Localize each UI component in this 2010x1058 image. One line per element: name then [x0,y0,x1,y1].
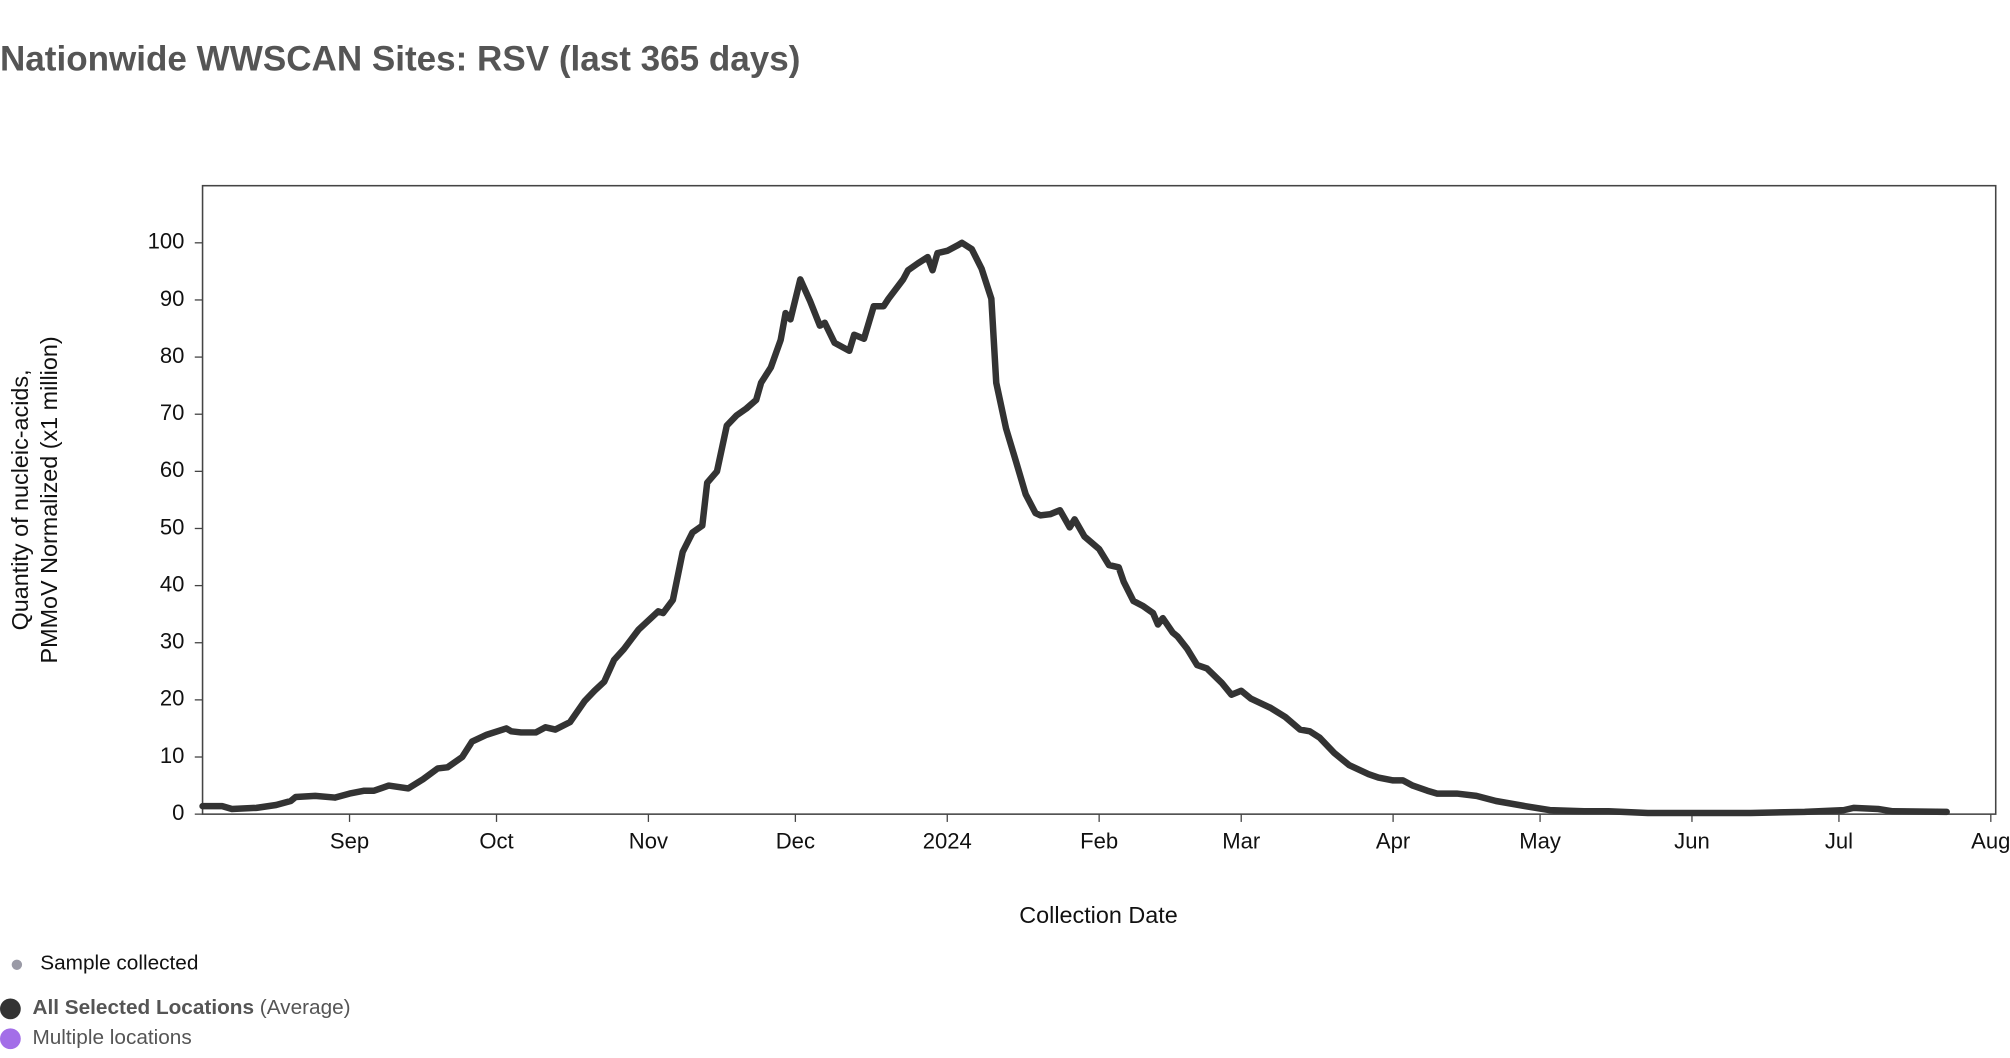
y-tick-label: 80 [160,343,185,368]
y-tick-label: 10 [160,743,185,768]
legend-marker [11,959,23,970]
x-tick-label: Nov [629,829,668,854]
x-tick-label: Jun [1674,829,1710,854]
legend-label: Multiple locations [32,1026,191,1049]
legend-marker [0,1028,21,1050]
y-tick-label: 40 [160,571,185,596]
legend-label: All Selected Locations (Average) [32,996,350,1019]
legend-name: Multiple locations [32,1026,191,1049]
x-tick-label: Sep [330,829,369,854]
x-tick-label: Dec [776,829,815,854]
legend-label: Sample collected [40,952,198,975]
y-axis-title: Quantity of nucleic-acids, [7,369,33,630]
legend-name: All Selected Locations [32,996,254,1019]
x-tick-label: Feb [1080,829,1118,854]
chart-title: Nationwide WWSCAN Sites: RSV (last 365 d… [0,39,800,78]
y-tick-label: 60 [160,457,185,482]
legend-marker [0,998,21,1020]
x-tick-label: May [1519,829,1561,854]
legend-suffix: (Average) [260,996,351,1019]
y-tick-label: 50 [160,514,185,539]
y-axis-title: PMMoV Normalized (x1 million) [36,336,62,663]
x-tick-label: Apr [1376,829,1410,854]
x-axis-title: Collection Date [1019,902,1177,928]
y-tick-label: 100 [148,229,185,254]
x-tick-label: Aug [1971,829,2010,854]
line-series [199,239,1950,817]
y-tick-label: 70 [160,400,185,425]
y-tick-label: 20 [160,686,185,711]
y-tick-label: 30 [160,629,185,654]
plot-frame [201,184,1997,815]
x-tick-label: 2024 [923,829,972,854]
y-tick-label: 0 [172,800,184,825]
x-tick-label: Mar [1222,829,1260,854]
y-tick-label: 90 [160,286,185,311]
x-tick-label: Jul [1825,829,1853,854]
legend-name: Sample collected [40,952,198,975]
x-tick-label: Oct [479,829,513,854]
